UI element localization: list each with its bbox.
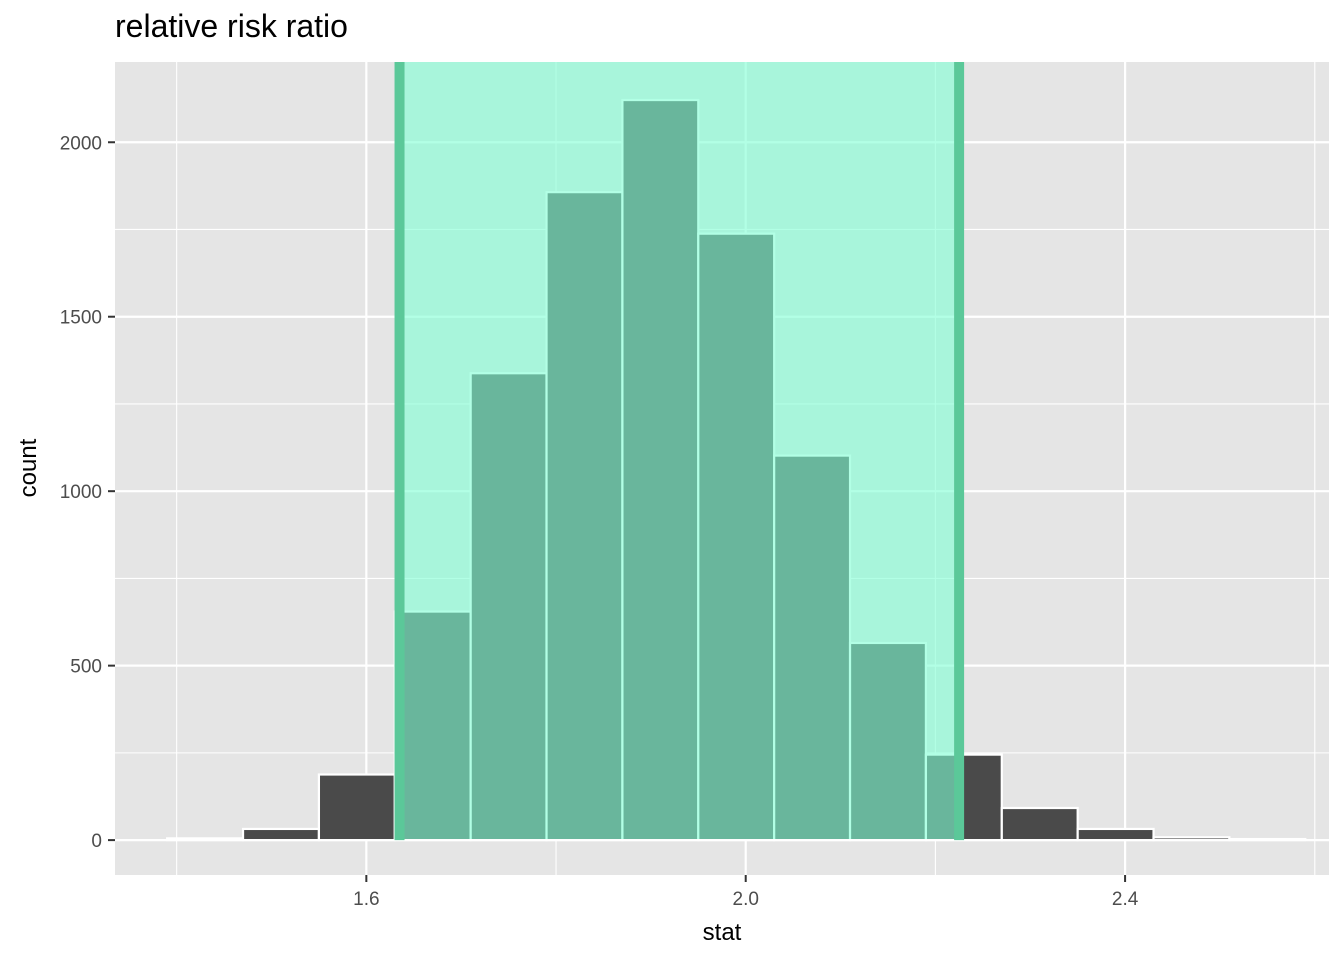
y-tick-label: 1000 — [60, 482, 102, 503]
histogram-bar — [1076, 827, 1155, 842]
y-tick-label: 1500 — [60, 308, 102, 329]
y-tick-label: 500 — [70, 657, 102, 678]
axis-ticks — [108, 141, 1127, 882]
y-tick-label: 2000 — [60, 133, 102, 154]
axis-tick-labels: 1.6 2.0 2.4 0 500 1000 1500 2000 — [60, 133, 1139, 910]
histogram-bar — [166, 837, 245, 842]
confidence-interval-layer — [394, 62, 965, 841]
y-tick-label: 0 — [91, 831, 102, 852]
x-tick-label: 1.6 — [353, 889, 379, 910]
y-axis-title: count — [15, 438, 42, 497]
histogram-bar — [1152, 836, 1231, 842]
histogram-bar — [317, 773, 396, 842]
x-tick-label: 2.4 — [1112, 889, 1139, 910]
histogram-bar — [241, 827, 321, 842]
ci-shade — [399, 62, 960, 839]
histogram-bar — [1228, 837, 1307, 842]
x-axis-title: stat — [703, 919, 742, 946]
chart-title: relative risk ratio — [115, 8, 348, 44]
histogram-bar — [1000, 806, 1079, 842]
x-tick-label: 2.0 — [733, 889, 759, 910]
